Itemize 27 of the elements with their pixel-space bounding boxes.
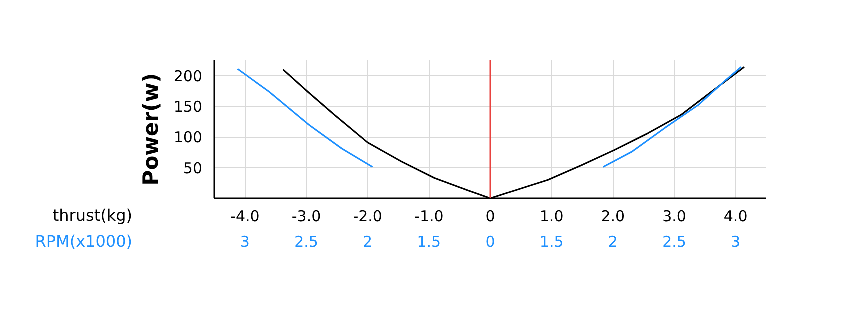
line-series (237, 68, 374, 168)
x-tick-label: 0 (486, 208, 496, 226)
x-tick-label: -2.0 (353, 208, 382, 226)
x-tick-label: 1.0 (540, 208, 564, 226)
text: 1.5 (540, 233, 564, 251)
y-tick-label: 100 (174, 128, 203, 147)
y-axis-title: Power(w) (138, 73, 163, 186)
x-tick-label: 4.0 (724, 208, 748, 226)
text: 3 (731, 233, 741, 251)
x-tick-label: 3.0 (662, 208, 686, 226)
line-series (602, 66, 742, 168)
text: RPM(x1000) (35, 232, 133, 251)
text: 2.5 (662, 233, 686, 251)
text: 2 (608, 233, 618, 251)
text: 2.5 (294, 233, 318, 251)
x-tick-label: -3.0 (292, 208, 322, 226)
y-tick-label: 200 (174, 67, 203, 86)
y-tick-label: 50 (183, 159, 203, 178)
x-axis-title: thrust(kg) (52, 206, 133, 225)
x-tick-label: -1.0 (414, 208, 444, 226)
y-tick-label: 150 (174, 98, 203, 116)
text: 1.5 (417, 233, 442, 251)
x-tick-label: 2.0 (601, 208, 626, 226)
text: 3 (240, 233, 250, 251)
x-tick-label: -4.0 (230, 208, 260, 226)
text: 2 (363, 233, 373, 251)
text: 0 (486, 233, 496, 251)
